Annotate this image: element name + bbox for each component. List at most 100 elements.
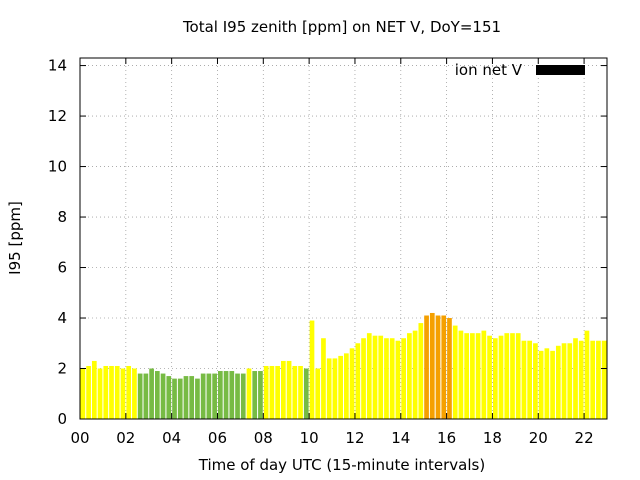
bar — [544, 348, 550, 419]
bar — [475, 333, 481, 419]
bar — [504, 333, 510, 419]
bar — [384, 338, 389, 419]
bar — [561, 343, 567, 419]
bar — [200, 373, 206, 419]
bar — [550, 350, 555, 419]
bar — [344, 353, 349, 419]
bar — [103, 365, 109, 419]
bars — [80, 312, 607, 419]
bar — [292, 365, 298, 419]
bar — [464, 333, 470, 419]
bar — [206, 373, 212, 419]
y-tick-label: 4 — [57, 309, 67, 327]
bar — [521, 340, 527, 419]
bar — [195, 378, 200, 419]
bar — [281, 360, 286, 419]
x-tick-label: 18 — [483, 429, 502, 447]
bar — [429, 312, 435, 419]
y-tick-labels: 0 2 4 6 8 10 12 14 — [48, 57, 67, 428]
x-tick-label: 08 — [254, 429, 273, 447]
bar — [80, 368, 86, 419]
chart-title: Total I95 zenith [ppm] on NET V, DoY=151 — [182, 18, 501, 36]
bar — [458, 330, 464, 419]
x-tick-label: 10 — [300, 429, 319, 447]
bar — [372, 335, 378, 419]
bar — [326, 358, 332, 419]
grid — [80, 58, 607, 419]
bar — [172, 378, 177, 419]
bar — [452, 325, 458, 419]
bar — [338, 355, 343, 419]
x-tick-label: 06 — [208, 429, 227, 447]
bar — [584, 330, 590, 419]
bar — [424, 315, 429, 419]
legend-label: ion net V — [455, 61, 523, 79]
bar — [183, 376, 189, 419]
bar — [154, 371, 160, 419]
x-tick-label: 00 — [70, 429, 89, 447]
bar — [235, 373, 240, 419]
legend: ion net V — [455, 61, 585, 79]
bar — [109, 365, 114, 419]
plot-frame — [79, 57, 608, 420]
x-axis-label: Time of day UTC (15-minute intervals) — [198, 456, 485, 474]
x-tick-label: 04 — [162, 429, 181, 447]
bar — [240, 373, 246, 419]
bar — [378, 335, 384, 419]
bar — [555, 345, 561, 419]
bar — [533, 343, 538, 419]
bar — [578, 340, 584, 419]
y-axis-label: I95 [ppm] — [6, 201, 24, 275]
bar — [418, 323, 424, 419]
bar — [298, 365, 303, 419]
bar — [91, 360, 97, 419]
y-tick-label: 14 — [48, 57, 67, 75]
bar — [481, 330, 487, 419]
bar — [361, 338, 366, 419]
bar — [590, 340, 596, 419]
y-tick-label: 0 — [57, 410, 67, 428]
x-tick-label: 14 — [391, 429, 410, 447]
bar — [407, 333, 412, 419]
bar — [349, 348, 355, 419]
x-tick-labels: 00 02 04 06 08 10 12 14 16 18 20 22 — [70, 429, 593, 447]
y-tick-label: 2 — [57, 360, 67, 378]
bar — [401, 338, 406, 419]
bar — [137, 373, 143, 419]
y-tick-label: 6 — [57, 259, 67, 277]
bar — [303, 368, 309, 419]
bar — [223, 371, 229, 419]
legend-swatch — [536, 65, 585, 75]
bar — [212, 373, 217, 419]
bar — [126, 365, 132, 419]
bar — [252, 371, 258, 419]
bar — [510, 333, 515, 419]
bar — [189, 376, 195, 419]
bar — [269, 365, 275, 419]
bar — [527, 340, 533, 419]
bar — [366, 333, 372, 419]
bar — [601, 340, 607, 419]
bar — [596, 340, 601, 419]
bar — [149, 368, 154, 419]
bar — [447, 318, 452, 419]
bar — [498, 335, 504, 419]
bar — [86, 365, 91, 419]
x-tick-label: 20 — [529, 429, 548, 447]
bar — [395, 340, 401, 419]
x-tick-label: 16 — [437, 429, 456, 447]
bar — [321, 338, 326, 419]
bar — [573, 338, 578, 419]
bar — [538, 350, 544, 419]
bar — [515, 333, 521, 419]
bar — [492, 338, 498, 419]
bar — [246, 368, 252, 419]
bar — [412, 330, 418, 419]
bar — [441, 315, 447, 419]
bar — [263, 365, 269, 419]
y-tick-label: 8 — [57, 208, 67, 226]
x-tick-label: 12 — [345, 429, 364, 447]
bar — [567, 343, 573, 419]
bar — [487, 335, 492, 419]
